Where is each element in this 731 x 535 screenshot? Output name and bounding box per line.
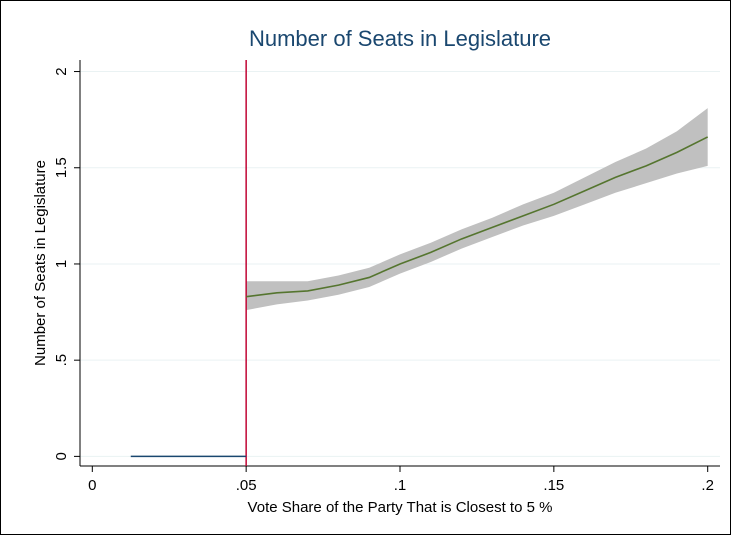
- x-axis-label: Vote Share of the Party That is Closest …: [248, 499, 553, 516]
- confidence-band: [246, 108, 708, 311]
- y-tick-label: 1.5: [53, 157, 70, 178]
- y-tick-label: 0: [53, 452, 70, 460]
- x-tick-label: .1: [394, 477, 407, 494]
- y-tick-label: 2: [53, 67, 70, 75]
- x-tick-label: .15: [543, 477, 564, 494]
- chart-title: Number of Seats in Legislature: [249, 26, 551, 51]
- x-tick-label: 0: [88, 477, 96, 494]
- series-line: [246, 136, 709, 298]
- y-tick-label: .5: [53, 354, 70, 367]
- x-tick-label: .05: [236, 477, 257, 494]
- y-tick-label: 1: [53, 260, 70, 268]
- y-axis-label: Number of Seats in Legislature: [32, 160, 49, 366]
- x-tick-label: .2: [701, 477, 714, 494]
